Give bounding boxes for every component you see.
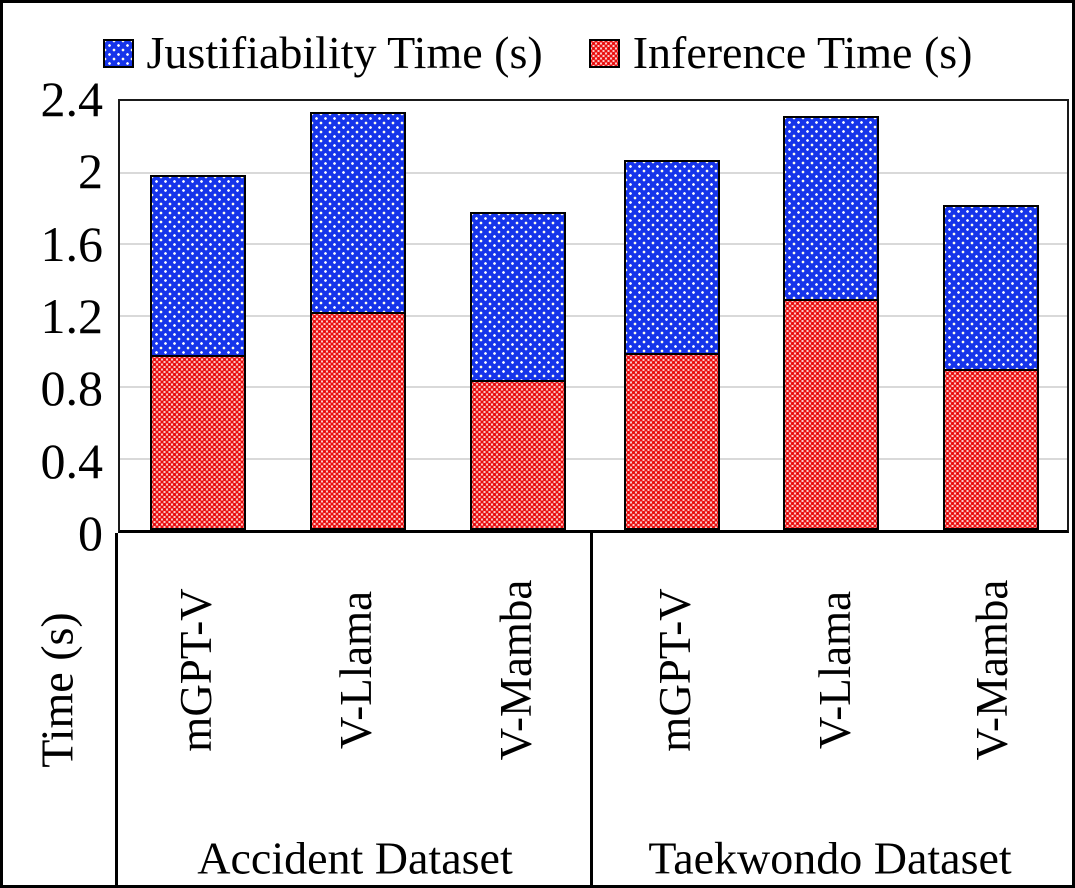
gridline-y-0.8 <box>120 386 1067 388</box>
gridline-y-1.6 <box>120 243 1067 245</box>
bar-mgpt-v-1 <box>623 160 720 530</box>
segment-inference <box>309 311 406 530</box>
segment-inference <box>150 354 246 530</box>
legend-item-justifiability: Justifiability Time (s) <box>102 27 543 79</box>
group-label-0: Accident Dataset <box>197 832 513 884</box>
segment-justifiability <box>943 204 1039 372</box>
y-tick-label-2: 2 <box>78 143 103 200</box>
bar-group-1 <box>594 101 1068 530</box>
bar-v-mamba-1 <box>943 204 1039 530</box>
category-label-v-llama-0: V-Llama <box>331 590 381 750</box>
left-axis-line <box>115 533 118 885</box>
gridline-y-0.4 <box>120 457 1067 460</box>
y-tick-label-0.8: 0.8 <box>40 360 104 417</box>
segment-justifiability <box>469 212 566 382</box>
legend-swatch-inference-icon <box>588 38 620 68</box>
bar-group-0 <box>120 101 594 530</box>
bar-mgpt-v-0 <box>150 174 246 530</box>
y-tick-label-0.4: 0.4 <box>40 432 104 489</box>
segment-inference <box>623 353 720 530</box>
group-label-1: Taekwondo Dataset <box>648 832 1012 884</box>
y-axis-title: Time (s) <box>31 612 83 768</box>
segment-inference <box>469 379 566 530</box>
legend-label-inference: Inference Time (s) <box>632 27 973 78</box>
segment-inference <box>783 299 880 530</box>
plot-area <box>118 99 1069 533</box>
segment-inference <box>943 369 1039 530</box>
segment-justifiability <box>309 111 406 314</box>
category-label-v-mamba-0: V-Mamba <box>491 579 541 761</box>
y-tick-label-1.6: 1.6 <box>40 215 104 272</box>
y-tick-label-1.2: 1.2 <box>40 288 104 344</box>
category-label-mgpt-v-0: mGPT-V <box>171 588 221 752</box>
y-tick-label-2.4: 2.4 <box>40 71 104 127</box>
segment-justifiability <box>150 174 246 357</box>
bar-v-mamba-0 <box>469 212 566 530</box>
chart-legend: Justifiability Time (s) Inference Time (… <box>3 27 1072 79</box>
x-axis-label-area: Time (s) mGPT-V V-Llama V-Mamba mGPT-V V-Lla… <box>3 533 1072 885</box>
segment-justifiability <box>783 115 880 302</box>
category-label-v-mamba-1: V-Mamba <box>967 579 1017 761</box>
segment-justifiability <box>623 160 720 356</box>
gridline-y-2 <box>120 171 1067 174</box>
gridline-y-1.2 <box>120 314 1067 317</box>
legend-label-justifiability: Justifiability Time (s) <box>146 27 543 78</box>
bar-v-llama-1 <box>783 115 880 530</box>
legend-swatch-justifiability-icon <box>102 38 134 68</box>
category-label-mgpt-v-1: mGPT-V <box>650 588 700 752</box>
bar-v-llama-0 <box>309 111 406 530</box>
legend-item-inference: Inference Time (s) <box>588 27 973 79</box>
y-tick-label-0: 0 <box>78 505 103 561</box>
y-axis-tick-labels: 0 0.4 0.8 1.2 1.6 2 2.4 <box>3 71 109 561</box>
category-label-v-llama-1: V-Llama <box>810 590 860 750</box>
bar-groups-container <box>120 101 1067 530</box>
group-divider-line <box>590 533 593 885</box>
